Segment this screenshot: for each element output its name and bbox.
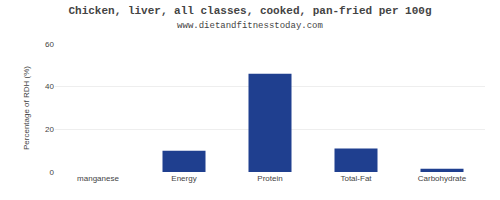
svg-text:Total-Fat: Total-Fat — [340, 174, 372, 183]
svg-text:manganese: manganese — [77, 174, 119, 183]
svg-text:40: 40 — [45, 82, 54, 91]
svg-text:Percentage of RDH (%): Percentage of RDH (%) — [22, 66, 31, 150]
svg-text:Protein: Protein — [257, 174, 282, 183]
svg-text:Carbohydrate: Carbohydrate — [418, 174, 467, 183]
svg-text:60: 60 — [45, 40, 54, 49]
svg-text:Energy: Energy — [171, 174, 196, 183]
svg-text:0: 0 — [50, 168, 55, 177]
svg-text:Chicken, liver, all classes, c: Chicken, liver, all classes, cooked, pan… — [68, 5, 431, 31]
svg-text:20: 20 — [45, 125, 54, 134]
